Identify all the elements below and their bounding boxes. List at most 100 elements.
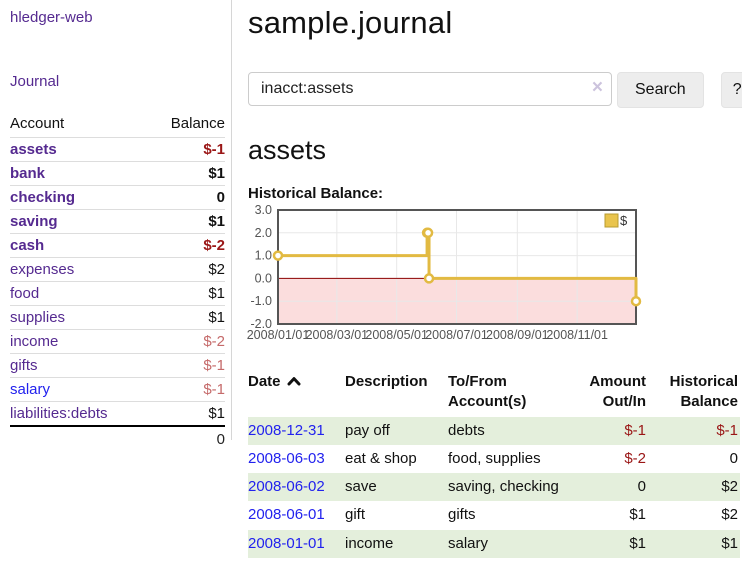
account-row: food $1 [10,281,225,306]
account-row: income $-2 [10,329,225,354]
account-balance: $-1 [148,377,225,402]
transaction-balance: $2 [721,506,738,524]
transaction-accounts: salary [448,534,489,552]
search-input-wrap: × [248,72,612,106]
transaction-description: pay off [345,421,390,439]
register-header-balance: Historical Balance [669,373,738,411]
account-link-saving[interactable]: saving [10,213,58,230]
svg-text:2008/09/01: 2008/09/01 [486,328,549,342]
register-header-accounts: To/From Account(s) [448,373,527,411]
account-balance: $-1 [148,137,225,162]
account-link-salary[interactable]: salary [10,381,51,398]
transaction-date-link[interactable]: 2008-06-01 [248,506,325,524]
page-title: sample.journal [248,5,453,40]
transaction-amount: $1 [629,506,646,524]
transaction-description: income [345,534,394,552]
account-balance: $1 [148,401,225,426]
account-balance: $1 [148,161,225,186]
transaction-amount: $-1 [624,421,646,439]
accounts-header-account: Account [10,115,65,132]
svg-text:2008/05/01: 2008/05/01 [365,328,428,342]
account-link-checking[interactable]: checking [10,189,76,206]
account-row: salary $-1 [10,377,225,402]
accounts-total-value: 0 [148,425,225,452]
accounts-table: Account Balance assets $-1 bank $1 check… [10,111,225,452]
register-header-amount: Amount Out/In [589,373,646,411]
account-row: gifts $-1 [10,353,225,378]
svg-text:2008/11/01: 2008/11/01 [546,328,608,342]
help-button[interactable]: ? [720,72,742,108]
search-button[interactable]: Search [617,72,704,108]
account-row: saving $1 [10,209,225,234]
table-row: 2008-06-03 eat & shop food, supplies $-2… [248,445,740,473]
account-balance: $1 [148,281,225,306]
transaction-accounts: gifts [448,506,476,524]
svg-text:2008/03/01: 2008/03/01 [306,328,369,342]
sidebar-item-journal[interactable]: Journal [10,73,60,90]
transaction-accounts: food, supplies [448,449,541,467]
register-header-description: Description [345,373,428,390]
account-row: supplies $1 [10,305,225,330]
transaction-description: eat & shop [345,449,417,467]
clear-search-icon[interactable]: × [591,77,603,98]
chart-title: Historical Balance: [248,185,384,202]
transaction-description: gift [345,506,366,524]
svg-text:0.0: 0.0 [255,271,272,285]
account-link-food[interactable]: food [10,285,40,302]
account-link-income[interactable]: income [10,333,59,350]
accounts-total-row: 0 [10,425,225,452]
transaction-amount: $-2 [624,449,646,467]
transaction-description: save [345,478,377,495]
register-table: Date Description To/From Account(s) Amou… [248,370,740,558]
account-balance: $-2 [148,329,225,354]
account-link-supplies[interactable]: supplies [10,309,66,326]
account-balance: $1 [148,305,225,330]
accounts-header-balance: Balance [170,115,225,132]
svg-text:2.0: 2.0 [255,226,272,240]
sort-ascending-icon [287,377,301,386]
transaction-balance: $-1 [716,421,738,439]
table-row: 2008-06-02 save saving, checking 0 $2 [248,473,740,502]
register-header-date[interactable]: Date [248,370,345,417]
svg-text:-2.0: -2.0 [250,317,272,331]
svg-text:2008/07/01: 2008/07/01 [425,328,488,342]
transaction-date-link[interactable]: 2008-06-03 [248,449,325,467]
transaction-date-link[interactable]: 2008-06-02 [248,478,325,495]
account-link-bank[interactable]: bank [10,165,46,182]
table-row: 2008-01-01 income salary $1 $1 [248,529,740,558]
svg-text:3.0: 3.0 [255,203,272,217]
account-balance: $-2 [148,233,225,258]
transaction-date-link[interactable]: 2008-01-01 [248,534,325,552]
transaction-date-link[interactable]: 2008-12-31 [248,421,325,439]
register-header-row: Date Description To/From Account(s) Amou… [248,370,740,417]
svg-text:2008/01/01: 2008/01/01 [247,328,310,342]
svg-text:1.0: 1.0 [255,249,272,263]
account-row: checking 0 [10,185,225,210]
table-row: 2008-12-31 pay off debts $-1 $-1 [248,416,740,445]
account-balance: 0 [148,185,225,210]
account-link-assets[interactable]: assets [10,141,57,158]
account-row: cash $-2 [10,233,225,258]
account-link-cash[interactable]: cash [10,237,45,254]
account-link-expenses[interactable]: expenses [10,261,75,278]
account-balance: $1 [148,209,225,234]
transaction-amount: $1 [629,534,646,552]
accounts-header-row: Account Balance [10,111,225,138]
transaction-balance: $2 [721,478,738,495]
transaction-balance: 0 [729,449,738,467]
search-form: × Search ? [248,72,742,108]
account-link-liabilities-debts[interactable]: liabilities:debts [10,405,108,422]
account-row: liabilities:debts $1 [10,401,225,426]
account-row: bank $1 [10,161,225,186]
account-row: assets $-1 [10,137,225,162]
app-title-link[interactable]: hledger-web [10,9,93,26]
search-input[interactable] [248,72,612,106]
account-balance: $-1 [148,353,225,378]
transaction-accounts: debts [448,421,485,439]
account-balance: $2 [148,257,225,282]
transaction-accounts: saving, checking [448,478,559,495]
transaction-balance: $1 [721,534,738,552]
transaction-amount: 0 [637,478,646,495]
svg-text:$: $ [620,213,628,228]
account-link-gifts[interactable]: gifts [10,357,38,374]
